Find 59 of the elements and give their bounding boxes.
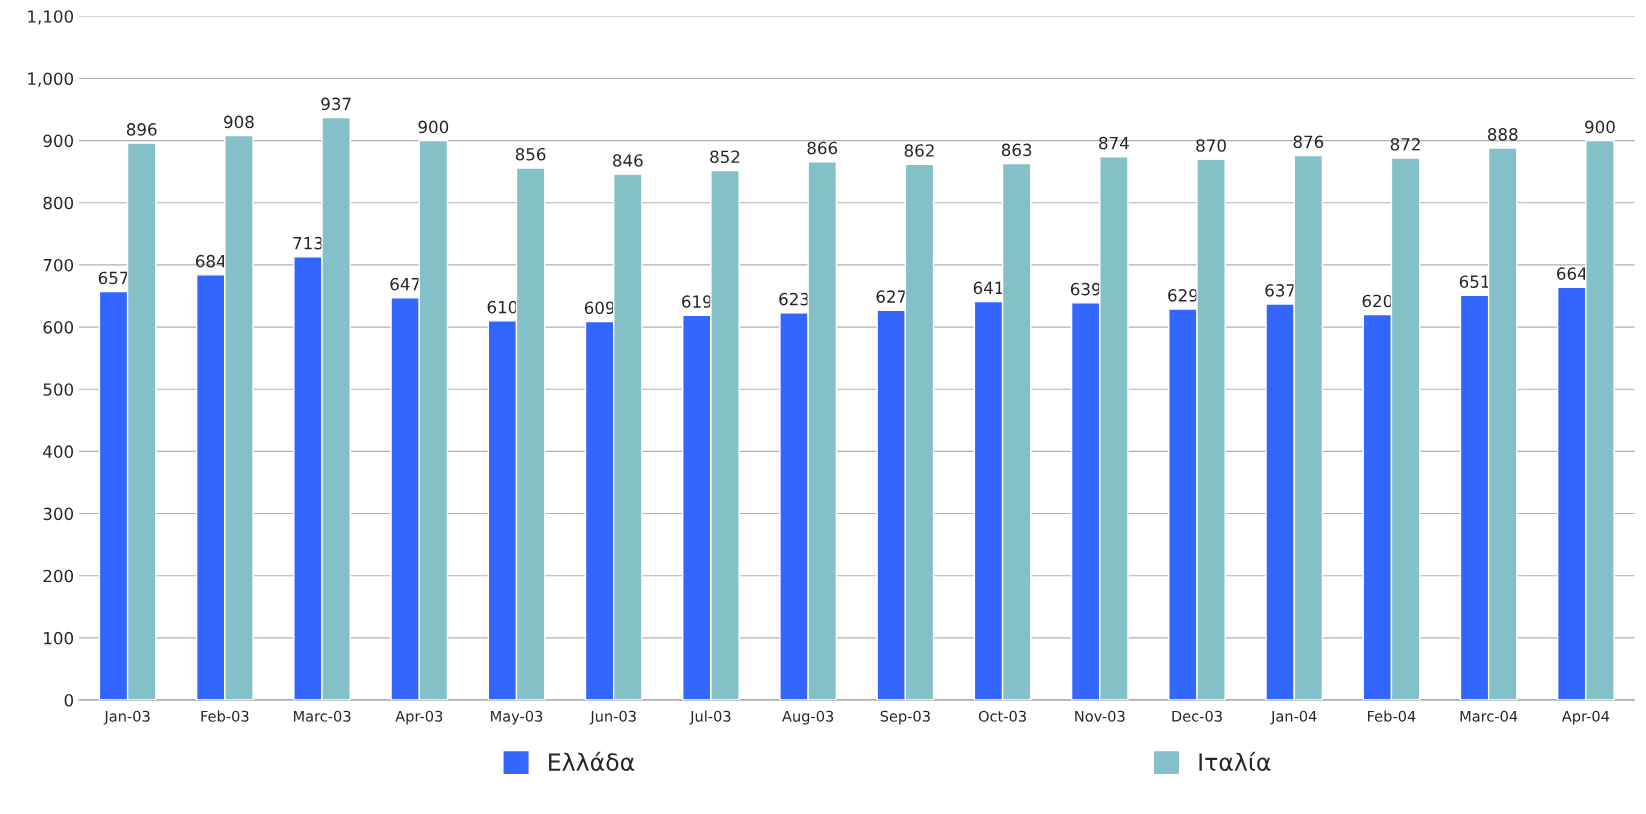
y-tick-label: 200	[43, 569, 74, 583]
x-tick-label: Feb-04	[1368, 710, 1416, 722]
data-label: 896	[126, 123, 157, 136]
y-tick-label: 500	[43, 383, 74, 396]
data-label: 641	[973, 281, 1003, 295]
x-tick-label: Apr-04	[1561, 710, 1610, 725]
data-label: 937	[321, 97, 351, 111]
x-tick-label: Marc-03	[293, 710, 351, 722]
y-tick-label: 1,000	[28, 72, 74, 87]
data-label: 888	[1487, 128, 1518, 141]
legend-label: Ελλάδα	[549, 751, 635, 772]
legend-label: Ιταλία	[1199, 751, 1271, 771]
data-label: 866	[807, 141, 838, 155]
x-tick-label: Jan-04	[1270, 710, 1317, 725]
data-label: 619	[682, 295, 712, 308]
data-label: 684	[195, 254, 226, 268]
data-label: 647	[390, 277, 420, 291]
y-tick-label: 700	[43, 258, 74, 272]
data-label: 846	[613, 154, 643, 167]
data-label: 651	[1459, 275, 1489, 288]
data-label: 852	[710, 150, 740, 164]
data-label: 856	[515, 147, 546, 161]
data-label: 876	[1293, 135, 1324, 149]
x-tick-label: Apr-03	[395, 710, 443, 725]
data-label: 637	[1265, 284, 1295, 297]
x-tick-label: Sep-03	[880, 710, 930, 725]
x-tick-label: Oct-03	[978, 710, 1026, 722]
data-label: 874	[1099, 136, 1129, 150]
data-label: 862	[904, 144, 934, 157]
x-tick-label: Jul-03	[689, 710, 731, 725]
y-tick-label: 1,100	[28, 10, 74, 25]
data-label: 713	[293, 236, 323, 250]
x-tick-label: May-03	[491, 710, 543, 725]
data-label: 627	[876, 290, 906, 303]
data-label: 900	[418, 120, 449, 134]
x-tick-label: Marc-04	[1460, 710, 1518, 722]
y-tick-label: 400	[43, 445, 74, 458]
data-label: 872	[1390, 138, 1420, 151]
y-tick-label: 800	[43, 196, 74, 210]
y-tick-label: 0	[64, 694, 74, 707]
x-tick-label: Nov-03	[1075, 710, 1125, 722]
data-label: 623	[779, 292, 809, 306]
x-tick-label: Dec-03	[1172, 710, 1222, 722]
data-label: 900	[1585, 120, 1615, 134]
x-tick-label: Jun-03	[589, 710, 636, 725]
x-tick-label: Aug-03	[782, 710, 834, 725]
y-tick-label: 600	[43, 321, 74, 334]
y-tick-label: 300	[43, 507, 74, 521]
x-tick-label: Jan-03	[103, 710, 150, 725]
data-label: 629	[1168, 289, 1198, 302]
y-tick-label: 900	[43, 134, 74, 148]
y-tick-label: 100	[44, 631, 74, 645]
data-label: 639	[1070, 282, 1101, 296]
data-label: 664	[1557, 267, 1587, 280]
data-label: 657	[98, 271, 128, 285]
data-label: 863	[1001, 143, 1032, 157]
data-label: 870	[1196, 139, 1226, 152]
data-label: 908	[224, 115, 254, 129]
x-tick-label: Feb-03	[201, 710, 249, 722]
